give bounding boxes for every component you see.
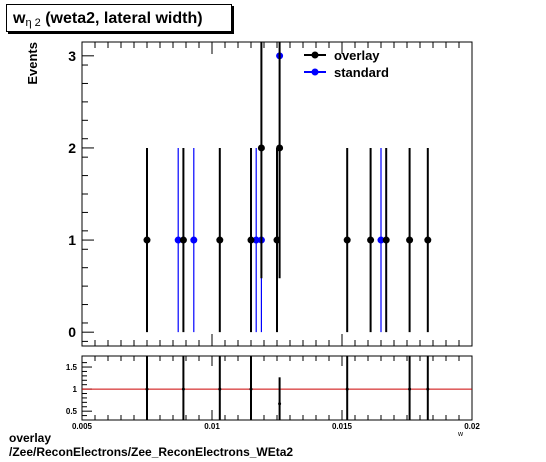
ratio-point	[278, 402, 282, 406]
data-point	[174, 236, 182, 244]
y-axis-label: Events	[25, 42, 40, 85]
ratio-y-tick-label: 0.5	[66, 407, 78, 416]
legend-label-overlay: overlay	[334, 48, 380, 63]
data-point	[377, 236, 385, 244]
data-point	[143, 236, 151, 244]
y-tick-label: 1	[68, 232, 76, 248]
legend-label-standard: standard	[334, 65, 389, 80]
ratio-y-tick-label: 1.5	[66, 363, 78, 372]
x-axis-label: w	[457, 431, 464, 438]
ratio-point	[145, 387, 149, 391]
legend-marker-standard	[311, 68, 319, 76]
data-point	[252, 236, 260, 244]
y-tick-label: 2	[68, 140, 76, 156]
ratio-plot-frame	[81, 355, 473, 421]
ratio-point	[345, 387, 349, 391]
ratio-y-tick-label: 1	[73, 385, 78, 394]
y-tick-label: 3	[68, 48, 76, 64]
ratio-point	[408, 387, 412, 391]
ratio-point	[181, 387, 185, 391]
ratio-point	[218, 387, 222, 391]
x-tick-label: 0.015	[332, 422, 353, 431]
data-point	[247, 236, 255, 244]
data-point	[257, 144, 265, 152]
data-point	[343, 236, 351, 244]
title-suffix: (weta2, lateral width)	[40, 10, 203, 27]
ratio-series	[145, 356, 430, 420]
ratio-point	[249, 387, 253, 391]
data-point	[190, 236, 198, 244]
title-subscript: η 2	[25, 17, 41, 29]
y-tick-label: 0	[68, 324, 76, 340]
footer-path: /Zee/ReconElectrons/Zee_ReconElectrons_W…	[9, 445, 294, 459]
legend-marker-overlay	[311, 51, 319, 59]
data-point	[424, 236, 432, 244]
ratio-point	[426, 387, 430, 391]
x-tick-label: 0.01	[204, 422, 220, 431]
histogram-title: wη 2 (weta2, lateral width)	[6, 4, 232, 32]
data-point	[179, 236, 187, 244]
data-point	[406, 236, 414, 244]
footer-label: overlay	[9, 431, 52, 445]
data-point	[276, 144, 284, 152]
data-point	[382, 236, 390, 244]
x-tick-label: 0.005	[72, 422, 93, 431]
x-tick-label: 0.02	[464, 422, 480, 431]
series-overlay	[143, 42, 432, 333]
title-prefix: w	[13, 10, 26, 27]
data-point	[216, 236, 224, 244]
data-point	[367, 236, 375, 244]
